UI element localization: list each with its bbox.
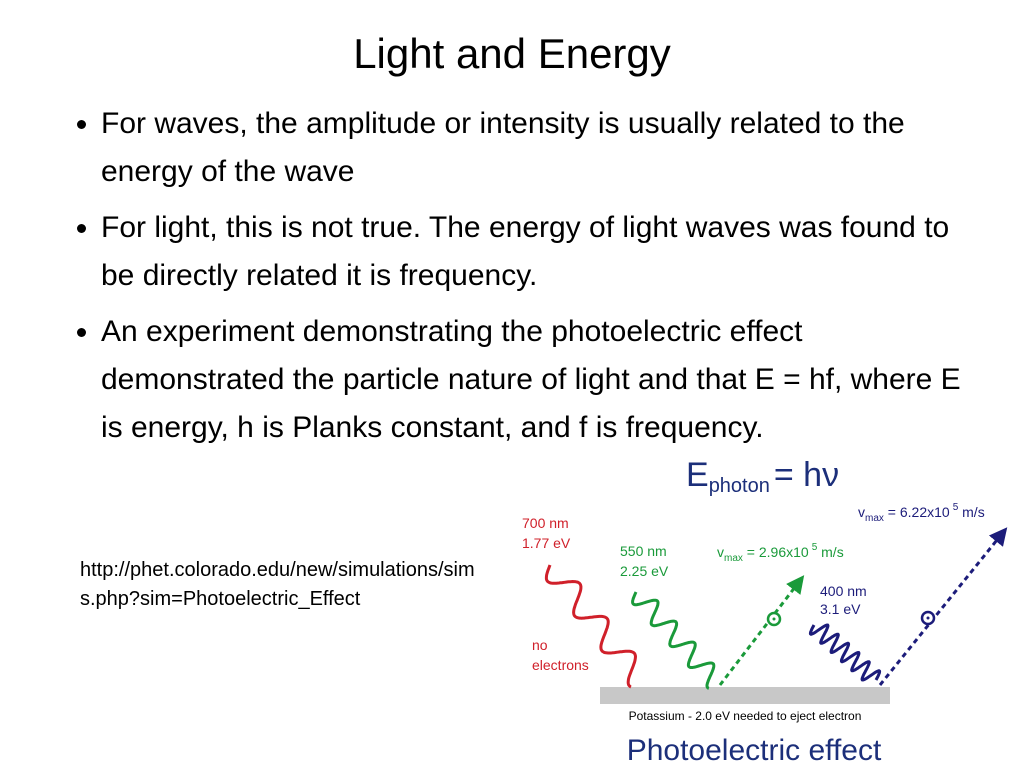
formula-rest: = hν [774,456,839,494]
wave-label: 2.25 eV [620,563,669,579]
speed-exp: 5 [812,542,818,553]
speed-value: = 6.22x10 [884,504,950,520]
light-wave [631,591,716,690]
bullet: For waves, the amplitude or intensity is… [101,100,981,196]
caption: Photoelectric effect [627,734,882,767]
speed-sub: max [724,553,743,564]
bullet-list: For waves, the amplitude or intensity is… [55,100,981,460]
link-text: http://phet.colorado.edu/new/simulations… [80,559,475,610]
note: no [532,637,548,653]
speed-unit: m/s [958,504,984,520]
electron-path [878,527,1008,686]
electron-path [718,575,805,686]
wave-label: 3.1 eV [820,601,861,617]
speed-label: vmax = 2.96x10 5 m/s [717,542,844,564]
electron-core [926,616,930,620]
note: electrons [532,657,589,673]
speed-symbol: v [858,504,865,520]
metal-plate [600,687,890,704]
wave-label: 700 nm [522,515,569,531]
electron-core [772,617,776,621]
slide-title: Light and Energy [353,30,671,77]
metal-label: Potassium - 2.0 eV needed to eject elect… [629,709,862,723]
speed-symbol: v [717,544,724,560]
wave-label: 550 nm [620,543,667,559]
wave-label: 1.77 eV [522,535,571,551]
speed-label: vmax = 6.22x10 5 m/s [858,502,985,524]
speed-unit: m/s [817,544,843,560]
speed-exp: 5 [953,502,959,513]
formula-sub: photon [709,475,770,497]
wave-label: 400 nm [820,583,867,599]
speed-value: = 2.96x10 [743,544,809,560]
formula: Ephoton = hν [686,456,839,497]
formula-symbol: E [686,456,709,494]
speed-sub: max [865,513,884,524]
light-wave [544,564,638,689]
bullet: An experiment demonstrating the photoele… [101,308,981,452]
light-wave [808,623,882,682]
bullet: For light, this is not true. The energy … [101,204,981,300]
